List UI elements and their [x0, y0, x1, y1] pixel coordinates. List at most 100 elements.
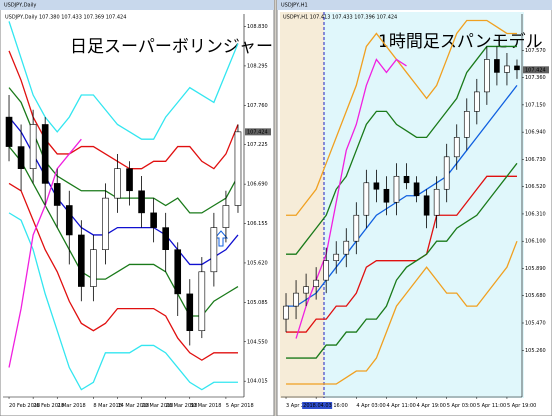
- price-label: 107.424: [525, 67, 546, 73]
- cursor-label-bg: [302, 402, 333, 409]
- window-title: USDJPY,Daily: [4, 3, 36, 9]
- x-tick-label: 2 Mar 2018: [57, 403, 86, 409]
- x-tick-label: 5 Apr 03:00: [447, 403, 476, 409]
- y-tick-label: 105.470: [525, 320, 546, 326]
- y-tick-label: 106.310: [525, 211, 546, 217]
- price-label: 107.424: [247, 129, 268, 135]
- candle-body: [114, 168, 121, 199]
- y-tick-label: 105.620: [247, 260, 268, 266]
- indicator-line: [8, 182, 238, 361]
- candle-body: [186, 293, 194, 332]
- chart-title: 1時間足スパンモデル: [378, 31, 543, 52]
- price-box: [245, 128, 271, 136]
- candle-body: [78, 234, 85, 287]
- y-tick-label: 106.940: [525, 130, 546, 136]
- candle-body: [138, 190, 145, 214]
- candle-body: [453, 137, 460, 158]
- candle-body: [174, 249, 182, 295]
- candle-body: [353, 214, 360, 242]
- y-tick-label: 106.690: [247, 182, 268, 188]
- y-tick-label: 108.295: [247, 63, 268, 69]
- y-tick-label: 104.015: [247, 379, 268, 385]
- x-tick-label: 4 Apr 03:00: [356, 403, 385, 409]
- candle-body: [53, 183, 61, 206]
- y-tick-label: 105.085: [247, 300, 268, 306]
- candle-body: [423, 195, 430, 216]
- x-tick-label: 4 Apr 19:00: [417, 403, 446, 409]
- y-tick-label: 105.680: [525, 293, 546, 299]
- y-tick-label: 107.360: [525, 75, 546, 81]
- candle-body: [383, 188, 390, 203]
- y-tick-label: 106.520: [525, 184, 546, 190]
- candle-body: [413, 182, 420, 197]
- candle-body: [373, 182, 380, 190]
- y-tick-label: 108.830: [247, 24, 268, 30]
- chart-header: USDPY,H1 107.413 107.433 107.396 107.424: [283, 15, 397, 21]
- indicator-line: [286, 85, 518, 307]
- indicator-line: [8, 21, 239, 140]
- x-tick-label: 26 Mar 2018: [166, 403, 198, 409]
- indicator-line: [286, 19, 517, 216]
- candle-body: [403, 175, 410, 184]
- history-shade: [280, 12, 324, 398]
- candle-body: [494, 59, 500, 73]
- candle-body: [474, 91, 480, 112]
- window-title: USDJPY,H1: [281, 3, 308, 9]
- candle-body: [65, 205, 73, 236]
- x-tick-label: 8 Mar 2018: [93, 403, 122, 409]
- candle-body: [283, 305, 289, 320]
- chart-header: USDJPY,Daily 107.380 107.433 107.369 107…: [5, 15, 126, 21]
- indicator-line: [286, 162, 518, 359]
- y-tick-label: 106.155: [247, 221, 268, 227]
- candle-body: [293, 292, 299, 307]
- y-tick-label: 105.890: [525, 266, 546, 272]
- window-frame: [0, 0, 275, 416]
- y-tick-label: 106.100: [525, 239, 546, 245]
- candle-body: [5, 116, 13, 147]
- candle-body: [222, 205, 230, 228]
- y-tick-label: 107.570: [525, 48, 546, 54]
- candle-body: [433, 188, 440, 216]
- candle-body: [198, 271, 206, 332]
- candle-body: [514, 65, 520, 71]
- y-tick-label: 107.760: [247, 103, 268, 109]
- x-tick-label: 2018.04.03 16:00: [303, 403, 348, 409]
- x-tick-label: 5 Apr 2018: [226, 403, 254, 409]
- candle-body: [484, 59, 490, 93]
- candle-body: [29, 124, 37, 169]
- candle-body: [504, 65, 510, 73]
- candle-body: [303, 286, 309, 294]
- candle-body: [210, 227, 218, 273]
- candle-body: [150, 212, 157, 228]
- indicator-line: [286, 240, 518, 385]
- candle-body: [313, 279, 319, 287]
- title-bar: [277, 0, 552, 10]
- x-tick-label: 3 Apr 2018: [286, 403, 314, 409]
- candle-body: [17, 146, 25, 169]
- x-tick-label: 30 Mar 2018: [190, 403, 222, 409]
- candle-body: [443, 156, 450, 190]
- candle-body: [393, 175, 400, 203]
- candle-body: [363, 182, 370, 216]
- y-tick-label: 107.150: [525, 102, 546, 108]
- y-tick-label: 105.260: [525, 348, 546, 354]
- y-tick-label: 107.225: [247, 142, 268, 148]
- indicator-line: [286, 45, 517, 255]
- x-tick-label: 20 Mar 2018: [142, 403, 174, 409]
- chart-title: 日足スーパーボリンジャー: [70, 37, 273, 57]
- x-tick-label: 20 Feb 2018: [9, 403, 40, 409]
- price-box: [523, 66, 549, 74]
- candle-body: [41, 124, 49, 184]
- indicator-line: [8, 212, 238, 391]
- candle-body: [463, 111, 470, 138]
- candle-body: [234, 131, 242, 206]
- x-tick-label: 14 Mar 2018: [117, 403, 149, 409]
- title-bar: [0, 0, 274, 10]
- candle-body: [162, 227, 169, 250]
- candle-body: [102, 197, 109, 250]
- x-tick-label: 5 Apr 11:00: [477, 403, 506, 409]
- y-tick-label: 104.550: [247, 339, 268, 345]
- x-tick-label: 26 Feb 2018: [33, 403, 64, 409]
